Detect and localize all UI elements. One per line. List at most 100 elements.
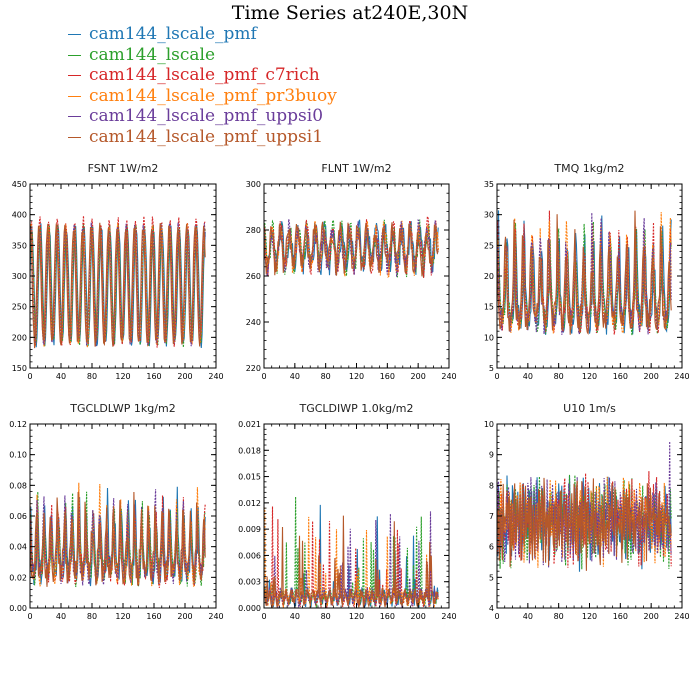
x-tick-label: 200 <box>177 372 192 381</box>
y-tick-label: 240 <box>246 318 261 327</box>
x-tick-label: 200 <box>644 612 659 621</box>
x-tick-label: 80 <box>87 612 97 621</box>
x-tick-label: 160 <box>146 372 161 381</box>
x-tick-label: 160 <box>146 612 161 621</box>
legend-entry: cam144_lscale_pmf <box>68 24 337 45</box>
y-tick-label: 5 <box>489 364 494 373</box>
y-tick-label: 6 <box>489 543 494 552</box>
legend-line-swatch <box>68 34 81 35</box>
x-tick-label: 40 <box>523 372 533 381</box>
series-group <box>30 482 206 588</box>
y-tick-label: 0.04 <box>9 543 27 552</box>
legend-entry: cam144_lscale_pmf_uppsi1 <box>68 127 337 148</box>
y-tick-label: 0.006 <box>238 551 261 560</box>
x-tick-label: 160 <box>613 372 628 381</box>
series-line <box>497 210 672 335</box>
x-tick-label: 200 <box>411 372 426 381</box>
x-tick-label: 0 <box>27 372 32 381</box>
y-tick-label: 450 <box>12 180 27 189</box>
x-tick-label: 80 <box>321 372 331 381</box>
y-tick-label: 0.021 <box>238 420 261 429</box>
legend-label: cam144_lscale_pmf_pr3buoy <box>89 85 337 106</box>
legend-label: cam144_lscale <box>89 44 216 65</box>
x-tick-label: 120 <box>349 372 364 381</box>
legend-entry: cam144_lscale_pmf_c7rich <box>68 65 337 86</box>
legend-entry: cam144_lscale_pmf_uppsi0 <box>68 106 337 127</box>
series-line <box>30 222 206 349</box>
series-line <box>30 491 206 588</box>
x-tick-label: 200 <box>411 612 426 621</box>
legend-entry: cam144_lscale_pmf_pr3buoy <box>68 86 337 107</box>
series-line <box>264 221 439 277</box>
series-group <box>497 210 672 336</box>
x-tick-label: 200 <box>177 612 192 621</box>
y-tick-label: 250 <box>12 303 27 312</box>
y-tick-label: 0.003 <box>238 578 261 587</box>
x-tick-label: 40 <box>56 372 66 381</box>
series-line <box>30 491 206 587</box>
x-tick-label: 0 <box>27 612 32 621</box>
x-tick-label: 120 <box>115 372 130 381</box>
series-line <box>497 477 672 571</box>
x-tick-label: 0 <box>494 612 499 621</box>
x-tick-label: 240 <box>441 372 456 381</box>
x-tick-label: 160 <box>380 372 395 381</box>
y-tick-label: 20 <box>484 272 494 281</box>
legend-label: cam144_lscale_pmf_uppsi0 <box>89 106 324 127</box>
legend-line-swatch <box>68 136 81 138</box>
x-tick-label: 120 <box>349 612 364 621</box>
chart-panel: TMQ 1kg/m2 0 40 80 120 160 200 240 5 10 15 20 25 30 35 <box>484 162 690 381</box>
y-tick-label: 0.08 <box>9 481 27 490</box>
x-tick-label: 200 <box>644 372 659 381</box>
y-tick-label: 9 <box>489 451 494 460</box>
y-tick-label: 5 <box>489 573 494 582</box>
chart-panel: FLNT 1W/m2 0 40 80 120 160 200 240 220 240 260 280 3… <box>246 162 457 381</box>
y-tick-label: 350 <box>12 241 27 250</box>
y-tick-label: 260 <box>246 272 261 281</box>
x-tick-label: 40 <box>56 612 66 621</box>
x-tick-label: 120 <box>115 612 130 621</box>
y-tick-label: 0.012 <box>238 499 261 508</box>
chart-title: FSNT 1W/m2 <box>88 162 159 175</box>
chart-title: TGCLDLWP 1kg/m2 <box>69 402 175 415</box>
y-tick-label: 4 <box>489 604 494 613</box>
y-tick-label: 220 <box>246 364 261 373</box>
y-tick-label: 0.12 <box>9 420 27 429</box>
x-tick-label: 0 <box>261 612 266 621</box>
chart-title: TMQ 1kg/m2 <box>553 162 624 175</box>
y-tick-label: 30 <box>484 211 494 220</box>
y-tick-label: 0.06 <box>9 512 27 521</box>
x-tick-label: 80 <box>87 372 97 381</box>
legend-line-swatch <box>68 116 81 118</box>
x-tick-label: 240 <box>674 612 689 621</box>
series-line <box>30 491 206 588</box>
y-tick-label: 0.015 <box>238 473 261 482</box>
legend-line-swatch <box>68 95 81 97</box>
figure-title: Time Series at240E,30N <box>231 2 469 24</box>
series-line <box>264 220 439 279</box>
plot-frame <box>263 183 450 369</box>
y-tick-label: 10 <box>484 420 494 429</box>
chart-panel: TGCLDLWP 1kg/m2 0 40 80 120 160 200 240 0.00 0.02… <box>9 402 223 621</box>
y-tick-label: 8 <box>489 481 494 490</box>
y-tick-label: 300 <box>12 272 27 281</box>
series-line <box>264 511 439 608</box>
y-tick-label: 400 <box>12 211 27 220</box>
x-tick-label: 240 <box>208 372 223 381</box>
x-tick-label: 80 <box>554 612 564 621</box>
y-tick-label: 25 <box>484 241 494 250</box>
chart-panel: FSNT 1W/m2 0 40 80 120 160 200 240 150 200 250 300 3… <box>12 162 224 381</box>
chart-title: FLNT 1W/m2 <box>321 162 391 175</box>
y-tick-label: 15 <box>484 303 494 312</box>
legend-line-swatch <box>68 75 81 77</box>
series-group <box>264 496 439 608</box>
x-tick-label: 120 <box>582 612 597 621</box>
y-tick-label: 0.018 <box>238 446 261 455</box>
x-tick-label: 120 <box>582 372 597 381</box>
x-tick-label: 0 <box>261 372 266 381</box>
series-line <box>264 515 439 608</box>
series-line <box>264 216 439 278</box>
series-line <box>497 210 672 336</box>
series-line <box>30 222 206 348</box>
